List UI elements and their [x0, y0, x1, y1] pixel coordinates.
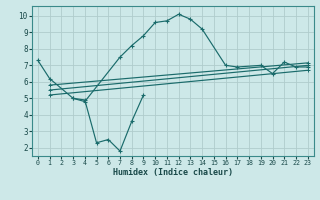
- X-axis label: Humidex (Indice chaleur): Humidex (Indice chaleur): [113, 168, 233, 177]
